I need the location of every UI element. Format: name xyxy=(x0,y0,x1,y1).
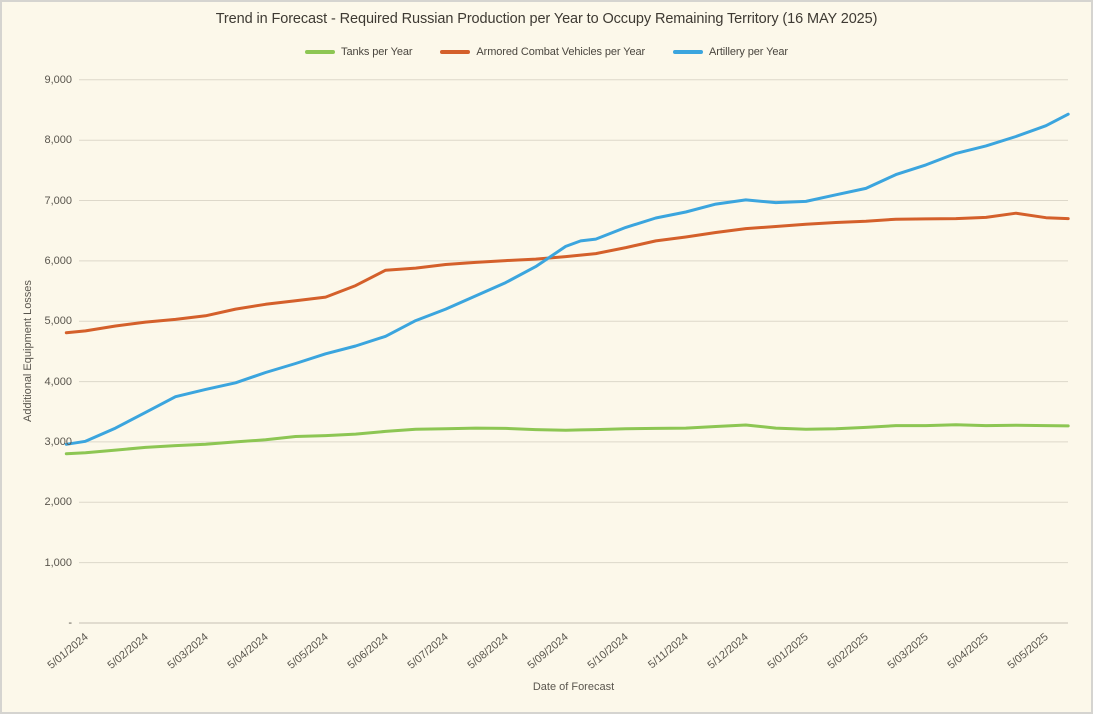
y-tick-label: 7,000 xyxy=(44,194,72,207)
y-tick-label: 8,000 xyxy=(44,134,72,147)
y-tick-label: 1,000 xyxy=(44,556,72,569)
legend-swatch-tanks xyxy=(305,50,336,54)
legend-item-tanks: Tanks per Year xyxy=(305,46,413,58)
x-axis-title: Date of Forecast xyxy=(532,681,615,693)
legend-label-artillery: Artillery per Year xyxy=(709,46,788,58)
y-tick-label: - xyxy=(68,617,72,629)
chart-title: Trend in Forecast - Required Russian Pro… xyxy=(215,11,878,27)
y-tick-label: 5,000 xyxy=(44,315,72,328)
legend-label-tanks: Tanks per Year xyxy=(341,46,413,58)
legend-item-artillery: Artillery per Year xyxy=(673,46,788,58)
y-tick-label: 6,000 xyxy=(44,254,72,267)
gridlines xyxy=(79,79,1068,624)
series-line xyxy=(64,112,1070,446)
y-tick-label: 2,000 xyxy=(44,496,72,509)
legend-item-acv: Armored Combat Vehicles per Year xyxy=(440,46,645,58)
legend-swatch-acv xyxy=(440,50,471,54)
legend-swatch-artillery xyxy=(673,50,704,54)
legend: Tanks per Year Armored Combat Vehicles p… xyxy=(0,46,1093,58)
y-axis-title: Additional Equipment Losses xyxy=(22,280,34,422)
y-tick-label: 3,000 xyxy=(44,435,72,448)
series-line xyxy=(64,423,1070,456)
y-tick-label: 9,000 xyxy=(44,73,72,86)
series-line xyxy=(64,211,1070,335)
legend-label-acv: Armored Combat Vehicles per Year xyxy=(476,46,646,58)
y-tick-label: 4,000 xyxy=(44,375,72,388)
